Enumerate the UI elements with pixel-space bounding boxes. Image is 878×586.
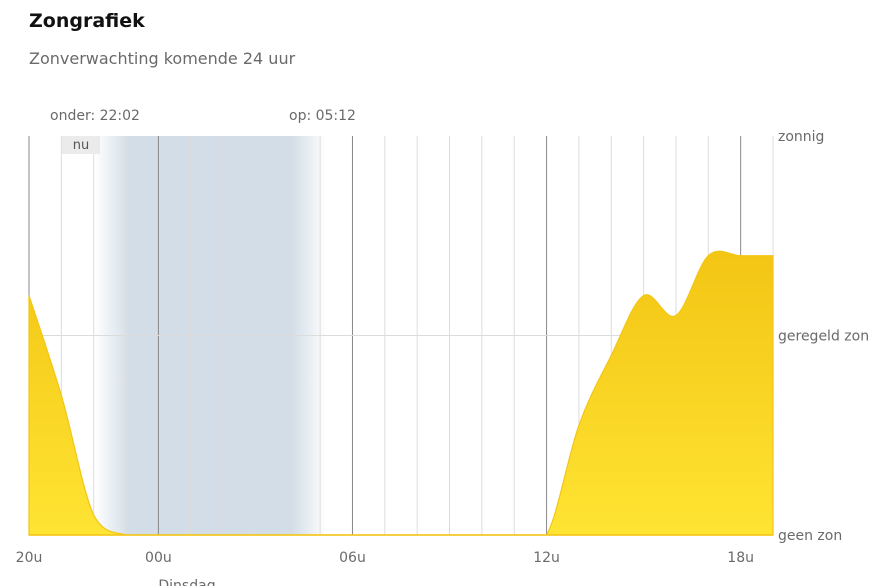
now-label: nu [73, 138, 89, 153]
sunrise-label: op: 05:12 [289, 108, 356, 124]
page-title: Zongrafiek [29, 10, 145, 32]
x-tick-label: 00u [145, 550, 172, 566]
x-tick-label: 06u [339, 550, 366, 566]
x-tick-label: 18u [727, 550, 754, 566]
y-tick-label: zonnig [778, 129, 824, 145]
day-label: Dinsdag [158, 578, 215, 586]
y-tick-label: geen zon [778, 528, 842, 544]
x-tick-label: 12u [533, 550, 560, 566]
y-tick-label: geregeld zon [778, 329, 869, 345]
sunset-label: onder: 22:02 [50, 108, 140, 124]
page-subtitle: Zonverwachting komende 24 uur [29, 49, 296, 68]
now-badge [62, 136, 100, 154]
x-tick-label: 20u [16, 550, 43, 566]
